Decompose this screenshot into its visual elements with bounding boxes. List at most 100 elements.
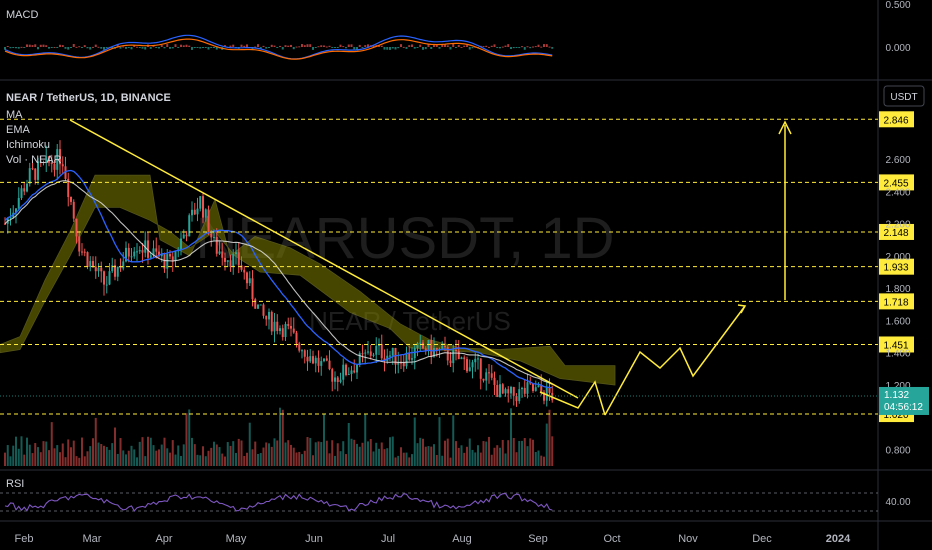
macd-histogram-bar [127,47,130,48]
volume-bar [364,413,367,466]
macd-histogram-bar [372,44,375,47]
macd-histogram-bar [15,47,17,49]
macd-histogram-bar [433,45,435,47]
candle-body [427,339,430,352]
level-tag[interactable] [879,174,914,191]
candle-body [515,395,518,402]
ichimoku-cloud [0,174,616,386]
volume-bar [59,452,61,466]
target-arrowhead [778,120,792,135]
candle-body [449,360,452,364]
level-tag[interactable] [879,293,914,310]
legend-volume[interactable]: Vol · NEAR [6,154,62,166]
candle-body [243,269,246,273]
volume-bar [534,452,537,466]
volume-bar [413,417,416,466]
volume-bar [100,444,103,466]
volume-bar [37,447,39,466]
candle-body [298,343,301,351]
candle-body [485,372,488,381]
candle-body [141,250,144,253]
trend-drawings[interactable] [69,119,792,416]
time-tick: Sep [528,533,548,545]
currency-button[interactable] [883,85,925,107]
macd-histogram-bar [59,44,61,47]
volume-bar [232,441,235,466]
macd-histogram-bar [493,44,496,47]
volume-bar [543,456,545,466]
volume-bar [369,439,372,466]
rsi-line [4,492,553,512]
candle-body [537,385,540,388]
horizontal-levels[interactable]: 2.846 2.455 2.148 1.933 1.718 1.451 1.020 [0,111,914,423]
volume-bar [226,442,229,466]
zigzag-path[interactable] [539,380,606,416]
legend-ichimoku[interactable]: Ichimoku [6,139,50,151]
macd-label[interactable]: MACD [6,9,38,21]
candle-body [510,387,512,394]
candle-body [185,234,188,237]
macd-histogram-bar [64,47,67,49]
volume-bar [265,442,268,466]
macd-histogram-bar [72,44,75,47]
volume-bar [229,445,232,466]
volume-bar [309,437,312,466]
legend-ema[interactable]: EMA [6,124,31,136]
candle-body [540,385,543,393]
projection-path[interactable] [604,305,746,416]
candle-body [301,350,303,352]
candle-body [369,351,372,356]
candle-body [416,343,419,349]
volume-bar [53,448,56,466]
candle-body [358,353,361,366]
candle-body [251,278,254,300]
candle-body [339,379,342,383]
candle-body [457,351,460,360]
descending-trendline[interactable] [69,119,579,399]
candle-body [125,247,127,262]
volume-bar [108,449,111,466]
candle-body [26,183,28,192]
macd-histogram-bar [290,44,292,47]
macd-histogram-bar [510,47,512,50]
price-tick: 1.200 [885,381,910,392]
macd-histogram-bar [380,45,383,47]
level-tag[interactable] [879,336,914,353]
macd-histogram-bar [501,46,504,48]
volume-bar [336,443,339,466]
macd-histogram-bar [512,47,515,49]
volume-bar [257,453,259,466]
macd-histogram-bar [402,46,405,48]
legend-ma[interactable]: MA [6,109,23,121]
macd-histogram-bar [75,46,78,48]
rsi-label[interactable]: RSI [6,478,24,490]
level-label: 1.718 [883,297,908,308]
currency-label[interactable]: USDT [890,92,917,103]
candle-body [383,358,386,361]
candle-body [320,361,323,366]
candle-body [400,362,402,364]
volume-bar [446,438,449,466]
volume-bar [152,445,155,466]
macd-histogram-bar [386,47,389,50]
level-label: 1.933 [883,263,908,274]
candle-body [240,265,243,270]
level-tag[interactable] [879,223,914,240]
candle-body [268,311,270,320]
macd-histogram-bar [548,46,551,48]
candle-body [28,168,31,184]
macd-line [4,34,553,60]
symbol-title[interactable]: NEAR / TetherUS, 1D, BINANCE [6,92,171,104]
price-axis[interactable]: 2.600 2.400 2.200 2.000 1.800 1.600 1.400 1.200… [0,0,929,508]
volume-bar [353,439,356,466]
time-axis[interactable]: Feb Mar Apr May Jun Jul Aug Sep Oct Nov Dec 2024 [15,533,852,545]
level-tag[interactable] [879,258,914,275]
candle-body [262,304,265,316]
current-price-tag[interactable] [879,386,929,415]
level-tag[interactable] [879,111,914,128]
macd-histogram-bar [449,47,452,50]
price-tick: 2.000 [885,252,910,263]
candle-body [246,272,248,284]
volume-bar [207,450,210,466]
candle-body [92,261,94,267]
